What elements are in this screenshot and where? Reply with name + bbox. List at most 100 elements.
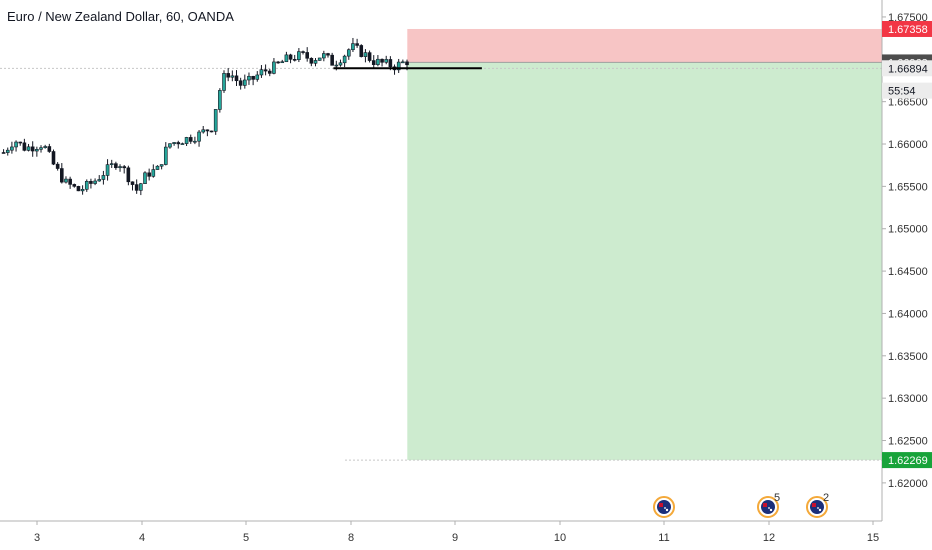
candle — [272, 58, 276, 75]
candle — [55, 162, 60, 171]
candle — [292, 54, 297, 62]
candle — [363, 49, 368, 63]
candle — [263, 64, 268, 76]
candle — [93, 178, 97, 186]
price-tag-label: 1.66894 — [888, 63, 928, 75]
candle — [247, 72, 251, 85]
candle — [35, 146, 39, 157]
candle — [213, 109, 218, 135]
candle — [322, 50, 326, 62]
candle — [51, 149, 56, 166]
candle — [226, 68, 230, 82]
x-tick-label: 8 — [348, 532, 354, 544]
candle — [139, 182, 143, 196]
candle — [151, 164, 156, 178]
y-tick-label: 1.62000 — [888, 478, 928, 490]
candle — [22, 138, 27, 152]
candle — [43, 144, 47, 149]
candle — [205, 129, 210, 137]
price-tag: 1.67358 — [882, 20, 932, 37]
candle — [234, 70, 239, 86]
event-count: 2 — [823, 492, 829, 504]
candle — [197, 130, 201, 147]
candle — [301, 50, 305, 55]
candle — [14, 140, 18, 152]
candle — [359, 44, 364, 58]
event-flag-icon[interactable]: 2 — [806, 492, 829, 518]
candle — [72, 183, 77, 188]
event-flag-icon[interactable]: 5 — [757, 492, 780, 518]
candle — [401, 59, 405, 64]
stop-loss-zone[interactable] — [407, 28, 882, 63]
candle — [80, 185, 85, 195]
candle — [5, 147, 10, 156]
y-tick-label: 1.66000 — [888, 139, 928, 151]
y-tick-label: 1.62500 — [888, 436, 928, 448]
candle — [18, 141, 23, 146]
candle — [30, 141, 35, 157]
candle — [276, 60, 280, 64]
candle — [168, 143, 172, 149]
candle — [155, 165, 160, 170]
candle — [97, 175, 102, 182]
x-tick-label: 9 — [452, 532, 458, 544]
price-tag-label: 1.67358 — [888, 24, 928, 36]
candle — [122, 164, 126, 174]
candle — [209, 130, 214, 133]
y-tick-label: 1.67500 — [888, 12, 928, 24]
price-tag: 1.66894 — [882, 60, 932, 77]
candle — [89, 178, 93, 189]
candle — [288, 53, 293, 64]
candle — [380, 58, 384, 67]
y-tick-label: 1.64000 — [888, 308, 928, 320]
candle — [326, 52, 330, 58]
event-count: 5 — [774, 492, 780, 504]
candle — [384, 55, 389, 65]
candle — [126, 165, 131, 186]
event-flag-icon[interactable] — [653, 496, 675, 518]
y-tick-label: 1.63500 — [888, 351, 928, 363]
price-tag: 55:54 — [882, 82, 932, 99]
x-tick-label: 15 — [867, 532, 879, 544]
candle — [143, 171, 147, 184]
candle — [26, 143, 31, 152]
candle — [109, 159, 114, 168]
x-tick-label: 11 — [658, 532, 669, 544]
candle — [355, 38, 359, 48]
candle — [305, 47, 309, 62]
candle — [147, 168, 151, 181]
position-tool[interactable] — [407, 28, 882, 461]
candle — [255, 71, 260, 82]
candle — [309, 57, 314, 67]
candle — [84, 179, 89, 192]
candle — [230, 70, 235, 82]
candle — [76, 185, 81, 192]
candle — [134, 179, 139, 194]
candle — [338, 59, 343, 67]
candle — [184, 136, 189, 146]
candle — [222, 70, 226, 93]
candle — [267, 68, 272, 77]
candle — [180, 142, 185, 145]
candle — [172, 142, 176, 146]
price-tag: 1.62269 — [882, 452, 932, 469]
x-tick-label: 12 — [763, 532, 775, 544]
take-profit-zone[interactable] — [407, 62, 882, 461]
y-tick-label: 1.64500 — [888, 266, 928, 278]
candle — [114, 161, 118, 170]
candle — [163, 142, 168, 166]
candle — [118, 164, 122, 172]
x-tick-label: 10 — [554, 532, 566, 544]
candle — [371, 55, 376, 69]
candle — [238, 77, 243, 90]
candle — [159, 164, 164, 170]
candle — [10, 141, 14, 154]
candles — [1, 37, 409, 196]
y-tick-label: 1.66500 — [888, 97, 928, 109]
candle — [330, 52, 334, 66]
y-tick-label: 1.63000 — [888, 393, 928, 405]
candle — [251, 75, 255, 86]
candle — [60, 163, 64, 184]
